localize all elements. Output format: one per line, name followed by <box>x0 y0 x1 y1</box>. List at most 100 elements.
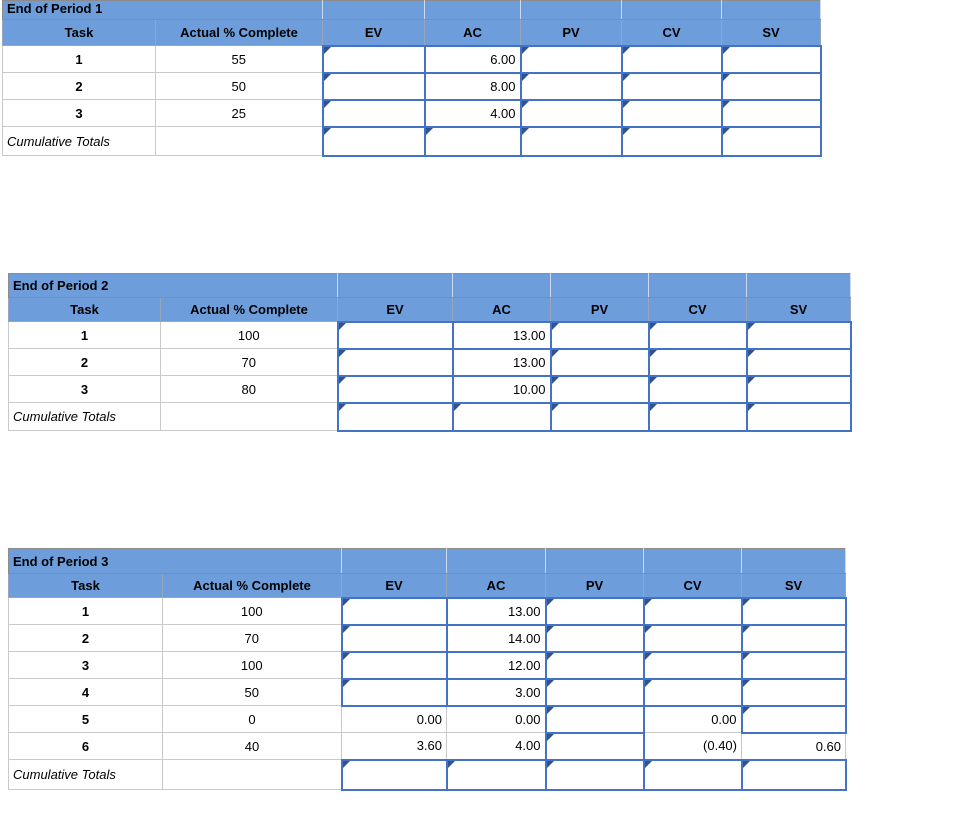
sv-cell[interactable] <box>740 650 847 680</box>
pv-cell[interactable] <box>544 623 645 653</box>
pv-cell[interactable] <box>544 677 645 707</box>
actual-pct-complete-cell[interactable]: 100 <box>160 321 338 349</box>
task-cell[interactable]: 4 <box>8 678 163 706</box>
actual-pct-complete-cell[interactable]: 40 <box>162 732 342 760</box>
task-cell[interactable]: 2 <box>8 624 163 652</box>
pv-cell[interactable] <box>544 704 645 734</box>
cv-cell[interactable] <box>647 374 748 404</box>
ev-cell[interactable] <box>321 44 426 74</box>
sv-cell[interactable] <box>745 347 852 377</box>
sv-cell[interactable]: 0.60 <box>741 732 846 760</box>
ev-cell[interactable] <box>321 71 426 101</box>
ac-cell[interactable]: 0.00 <box>446 705 546 733</box>
ac-cell[interactable]: 13.00 <box>445 596 547 626</box>
cv-cell[interactable] <box>642 623 743 653</box>
cv-cell[interactable] <box>642 677 743 707</box>
actual-pct-complete-cell[interactable]: 80 <box>160 375 338 403</box>
pv-cell[interactable] <box>549 320 650 350</box>
actual-pct-complete-cell[interactable]: 100 <box>162 597 342 625</box>
sv-cell[interactable] <box>740 596 847 626</box>
cv-cell[interactable] <box>642 758 743 791</box>
task-cell[interactable]: 6 <box>8 732 163 760</box>
sv-cell[interactable] <box>740 623 847 653</box>
pv-cell[interactable] <box>519 125 623 157</box>
ev-cell[interactable] <box>340 650 448 680</box>
sv-cell[interactable] <box>740 677 847 707</box>
pv-cell[interactable] <box>519 98 623 128</box>
cv-cell[interactable] <box>642 650 743 680</box>
cv-cell[interactable] <box>620 44 723 74</box>
ev-cell[interactable] <box>340 758 448 791</box>
ac-cell[interactable]: 3.00 <box>445 677 547 707</box>
ac-cell[interactable]: 4.00 <box>423 98 522 128</box>
actual-pct-complete-cell[interactable]: 100 <box>162 651 342 679</box>
ev-cell[interactable]: 0.00 <box>341 705 447 733</box>
ac-cell[interactable]: 12.00 <box>445 650 547 680</box>
pv-cell[interactable] <box>544 758 645 791</box>
actual-pct-complete-cell[interactable]: 55 <box>155 45 323 73</box>
pv-cell[interactable] <box>549 401 650 432</box>
cv-cell[interactable] <box>647 347 748 377</box>
ev-cell[interactable] <box>336 401 454 432</box>
ac-cell[interactable] <box>423 125 522 157</box>
cv-cell[interactable] <box>647 320 748 350</box>
sv-cell[interactable] <box>720 125 822 157</box>
actual-pct-complete-cell[interactable]: 50 <box>162 678 342 706</box>
ac-cell[interactable] <box>445 758 547 791</box>
ev-cell[interactable] <box>336 320 454 350</box>
pv-cell[interactable] <box>519 44 623 74</box>
pv-cell[interactable] <box>519 71 623 101</box>
actual-pct-complete-cell[interactable]: 50 <box>155 72 323 100</box>
ac-cell[interactable]: 14.00 <box>445 623 547 653</box>
cv-cell[interactable] <box>620 125 723 157</box>
task-cell[interactable]: 3 <box>8 375 161 403</box>
pv-cell[interactable] <box>549 347 650 377</box>
actual-pct-complete-cell[interactable] <box>162 759 342 790</box>
actual-pct-complete-cell[interactable]: 70 <box>162 624 342 652</box>
actual-pct-complete-cell[interactable]: 0 <box>162 705 342 733</box>
task-cell[interactable]: 5 <box>8 705 163 733</box>
task-cell[interactable]: 1 <box>8 321 161 349</box>
ev-cell[interactable] <box>340 623 448 653</box>
ac-cell[interactable]: 4.00 <box>446 732 546 760</box>
ev-cell[interactable] <box>340 596 448 626</box>
sv-cell[interactable] <box>720 71 822 101</box>
ev-cell[interactable]: 3.60 <box>341 732 447 760</box>
task-cell[interactable]: 1 <box>8 597 163 625</box>
ac-cell[interactable]: 10.00 <box>451 374 552 404</box>
cv-cell[interactable]: (0.40) <box>643 732 742 760</box>
cv-cell[interactable]: 0.00 <box>643 705 742 733</box>
pv-cell[interactable] <box>544 650 645 680</box>
task-cell[interactable]: 2 <box>8 348 161 376</box>
cv-cell[interactable] <box>647 401 748 432</box>
pv-cell[interactable] <box>544 596 645 626</box>
cv-cell[interactable] <box>620 71 723 101</box>
actual-pct-complete-cell[interactable] <box>160 402 338 431</box>
sv-cell[interactable] <box>740 704 847 734</box>
task-cell[interactable]: 3 <box>2 99 156 127</box>
actual-pct-complete-cell[interactable] <box>155 126 323 156</box>
sv-cell[interactable] <box>720 44 822 74</box>
task-cell[interactable]: 1 <box>2 45 156 73</box>
ac-cell[interactable]: 6.00 <box>423 44 522 74</box>
ev-cell[interactable] <box>321 98 426 128</box>
pv-cell[interactable] <box>549 374 650 404</box>
sv-cell[interactable] <box>745 401 852 432</box>
ev-cell[interactable] <box>336 347 454 377</box>
ev-cell[interactable] <box>340 677 448 707</box>
ac-cell[interactable]: 8.00 <box>423 71 522 101</box>
sv-cell[interactable] <box>745 320 852 350</box>
ac-cell[interactable] <box>451 401 552 432</box>
actual-pct-complete-cell[interactable]: 25 <box>155 99 323 127</box>
sv-cell[interactable] <box>720 98 822 128</box>
task-cell[interactable]: 3 <box>8 651 163 679</box>
ev-cell[interactable] <box>336 374 454 404</box>
cv-cell[interactable] <box>620 98 723 128</box>
pv-cell[interactable] <box>544 731 645 761</box>
sv-cell[interactable] <box>740 758 847 791</box>
ac-cell[interactable]: 13.00 <box>451 347 552 377</box>
ac-cell[interactable]: 13.00 <box>451 320 552 350</box>
actual-pct-complete-cell[interactable]: 70 <box>160 348 338 376</box>
task-cell[interactable]: 2 <box>2 72 156 100</box>
cv-cell[interactable] <box>642 596 743 626</box>
